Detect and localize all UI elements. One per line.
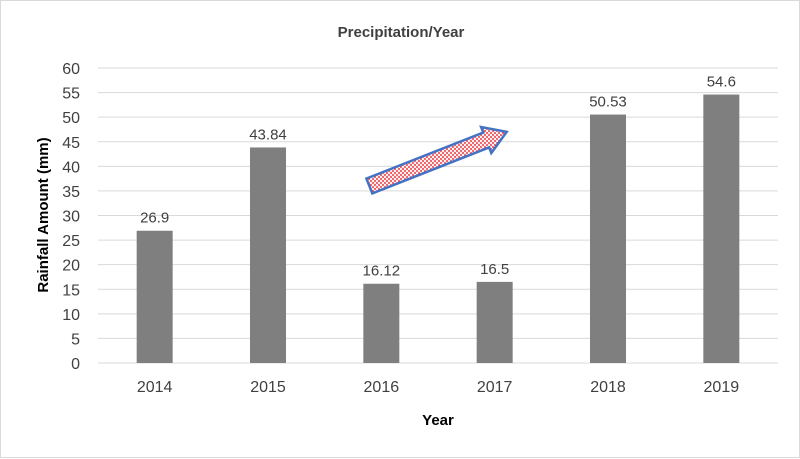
data-label: 43.84: [249, 126, 287, 143]
bars: [136, 94, 740, 364]
x-tick-label: 2019: [704, 379, 740, 396]
data-label: 16.5: [480, 261, 509, 278]
x-tick-label: 2017: [477, 379, 513, 396]
y-tick-label: 45: [62, 135, 80, 152]
trend-arrow-annotation: [364, 125, 509, 196]
y-axis-title: Rainfall Amount (mm): [35, 137, 52, 292]
y-tick-label: 5: [71, 331, 80, 348]
data-label: 50.53: [589, 94, 627, 111]
trend-arrow: [364, 125, 509, 196]
y-axis-ticks: 0 5 10 15 20 25 30 35 40 45 50 55 60: [62, 61, 80, 373]
y-tick-label: 0: [71, 356, 80, 373]
y-tick-label: 20: [62, 258, 80, 275]
bar-2015: [250, 147, 286, 363]
chart-title: Precipitation/Year: [338, 24, 465, 41]
data-label: 26.9: [140, 210, 169, 227]
y-tick-label: 60: [62, 61, 80, 78]
x-axis-title: Year: [422, 412, 454, 429]
data-label: 54.6: [707, 74, 736, 91]
y-tick-label: 15: [62, 282, 80, 299]
x-tick-label: 2018: [590, 379, 626, 396]
gridlines: [98, 67, 778, 364]
y-tick-label: 30: [62, 209, 80, 226]
bar-2014: [136, 230, 173, 363]
bar-2018: [590, 114, 626, 363]
data-labels: 26.9 43.84 16.12 16.5 50.53 54.6: [140, 74, 736, 280]
x-tick-label: 2015: [250, 379, 286, 396]
y-tick-label: 40: [62, 159, 80, 176]
y-tick-label: 55: [62, 86, 80, 103]
x-tick-label: 2016: [364, 379, 400, 396]
bar-2016: [363, 283, 400, 363]
bar-2017: [476, 281, 513, 363]
x-axis-ticks: 2014 2015 2016 2017 2018 2019: [137, 379, 739, 396]
bar-2019: [703, 94, 740, 364]
y-tick-label: 35: [62, 184, 80, 201]
y-tick-label: 50: [62, 110, 80, 127]
y-tick-label: 10: [62, 307, 80, 324]
y-tick-label: 25: [62, 233, 80, 250]
data-label: 16.12: [363, 263, 401, 280]
x-tick-label: 2014: [137, 379, 173, 396]
